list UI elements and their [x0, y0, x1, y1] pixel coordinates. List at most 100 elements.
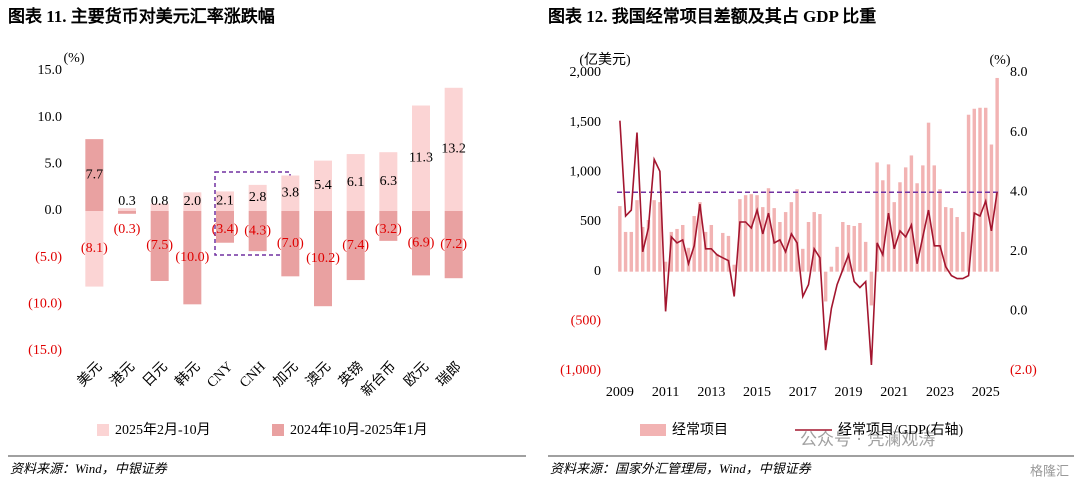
bar [995, 77, 999, 272]
bar [281, 211, 300, 277]
bar [669, 231, 674, 272]
axis-unit: (亿美元) [579, 52, 631, 68]
bar [978, 107, 982, 272]
y-tick-label: 1,500 [570, 115, 602, 130]
value-label: 0.3 [118, 194, 136, 209]
bar [314, 160, 332, 211]
bar [778, 222, 782, 272]
bar [646, 220, 651, 272]
x-tick-label: CNY [205, 359, 237, 391]
value-label: 3.8 [282, 185, 300, 200]
legend-swatch [640, 424, 666, 436]
bar [869, 271, 874, 306]
bar [795, 189, 799, 272]
x-tick-label: 2019 [835, 385, 863, 400]
bar [663, 261, 668, 272]
x-tick-label: 新台币 [358, 359, 399, 400]
bar [915, 183, 919, 272]
y-tick-label: 2.0 [1010, 244, 1028, 259]
axis-unit: (%) [64, 51, 85, 66]
bar [943, 207, 948, 272]
y-tick-label: (1,000) [560, 363, 601, 378]
value-label: (7.0) [277, 236, 304, 251]
bar [681, 224, 685, 272]
bar [881, 180, 885, 272]
bar [761, 207, 765, 272]
bar [989, 144, 994, 272]
y-tick-label: 5.0 [45, 157, 63, 172]
bar [829, 266, 834, 272]
bar [346, 154, 365, 211]
bar [743, 195, 748, 272]
value-label: (7.4) [342, 238, 369, 253]
bar [248, 211, 267, 252]
bar [938, 189, 942, 272]
y-tick-label: 4.0 [1010, 184, 1028, 199]
legend-swatch [272, 424, 284, 436]
value-label: (4.3) [244, 223, 271, 238]
bar [118, 211, 136, 214]
bar [618, 206, 622, 272]
bar [806, 222, 811, 272]
bar [949, 208, 954, 272]
x-tick-label: CNH [237, 359, 269, 391]
watermark: 格隆汇 [1030, 464, 1069, 480]
bar [281, 175, 300, 211]
x-tick-label: 2023 [926, 385, 954, 400]
legend-label: 2025年2月-10月 [115, 422, 211, 438]
bar [909, 155, 914, 272]
legend-label: 经常项目 [672, 422, 728, 438]
bar [932, 165, 936, 272]
value-label: 0.8 [151, 194, 169, 209]
x-tick-label: 2025 [972, 385, 1000, 400]
bar [314, 211, 332, 307]
bar [892, 202, 896, 272]
y-tick-label: 15.0 [38, 63, 63, 78]
bar [150, 211, 169, 281]
y-tick-label: 8.0 [1010, 65, 1028, 80]
bar [216, 211, 234, 243]
x-tick-label: 2011 [652, 385, 679, 400]
x-tick-label: 澳元 [303, 359, 334, 390]
source-note: 资料来源：Wind，中银证券 [10, 461, 168, 476]
bar [118, 208, 136, 211]
x-tick-label: 2009 [606, 385, 634, 400]
y-tick-label: 0.0 [1010, 304, 1028, 319]
x-tick-label: 2021 [880, 385, 908, 400]
value-label: 13.2 [441, 142, 466, 157]
bar [921, 165, 925, 272]
bar [841, 222, 845, 272]
value-label: (7.2) [440, 237, 467, 252]
x-tick-label: 美元 [74, 359, 105, 390]
y-tick-label: 0.0 [45, 203, 63, 218]
bar [629, 231, 634, 272]
bar [966, 114, 971, 272]
y-tick-label: 2,000 [570, 65, 602, 80]
bar [635, 200, 639, 272]
bar [379, 152, 398, 211]
bar [412, 211, 430, 276]
bar [835, 246, 839, 272]
x-tick-label: 欧元 [401, 359, 432, 390]
bar [698, 202, 702, 272]
value-label: 7.7 [86, 167, 104, 182]
y-tick-label: (10.0) [28, 297, 62, 312]
y-tick-label: (500) [571, 314, 602, 329]
bar [801, 248, 805, 272]
bar [703, 231, 708, 272]
y-tick-label: (5.0) [35, 250, 62, 265]
x-tick-label: 日元 [140, 359, 170, 389]
value-label: 2.0 [184, 194, 202, 209]
value-label: (10.0) [175, 250, 209, 265]
bar [972, 108, 976, 272]
y-tick-label: 500 [580, 214, 601, 229]
bar [715, 253, 719, 272]
bar [766, 188, 771, 272]
bar [686, 247, 691, 272]
bar [926, 122, 931, 272]
y-tick-label: (15.0) [28, 343, 62, 358]
value-label: (10.2) [306, 251, 340, 266]
bar [183, 192, 202, 211]
value-label: 6.3 [380, 174, 398, 189]
